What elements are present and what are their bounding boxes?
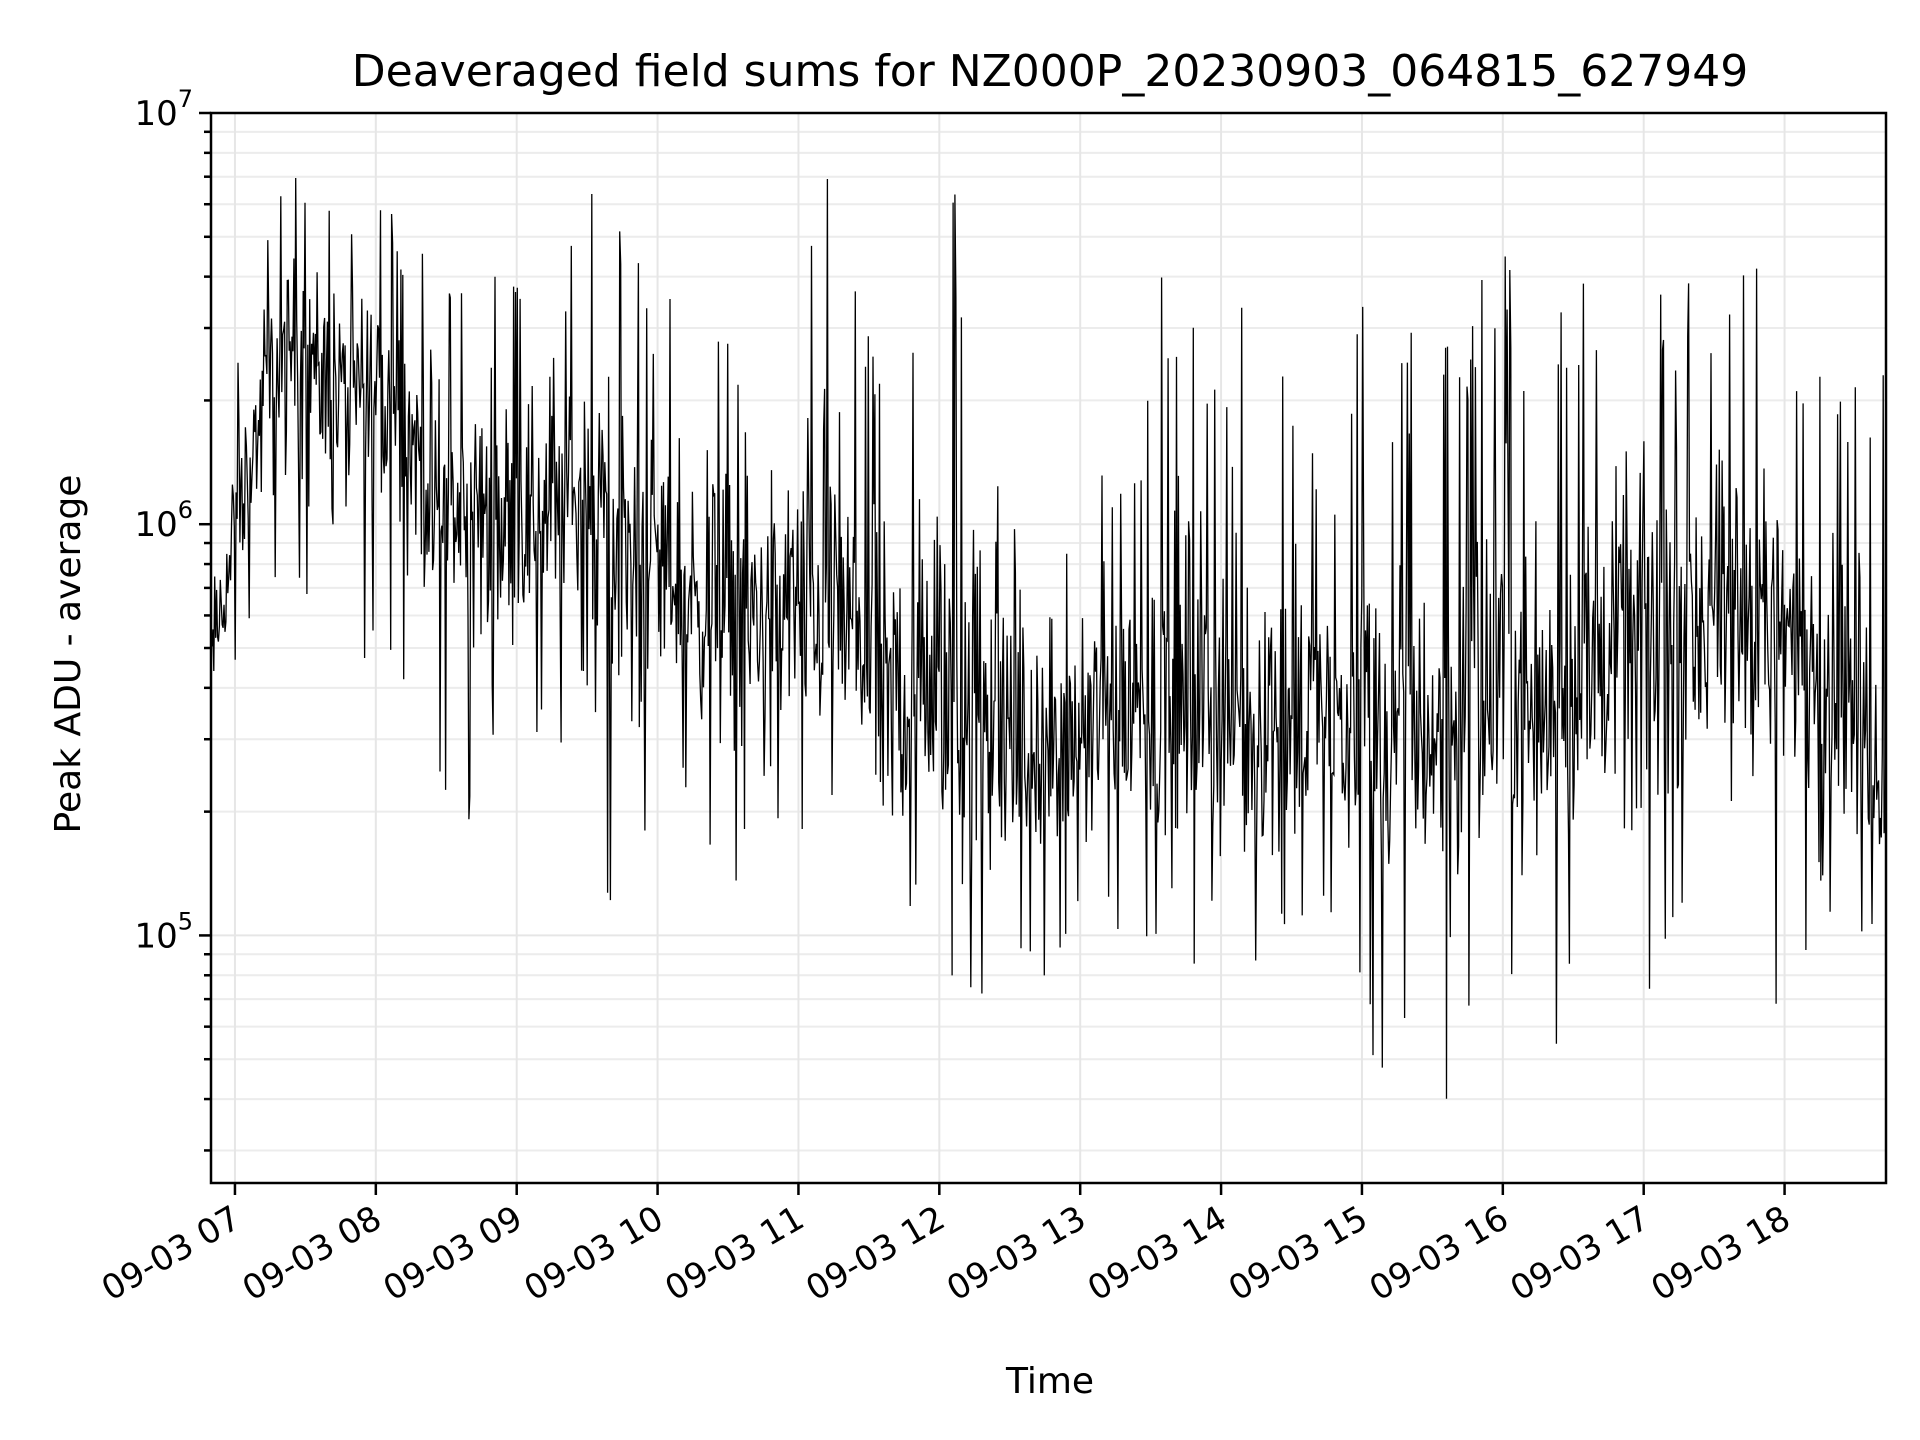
x-tick-label: 09-03 15 [1222, 1198, 1374, 1309]
y-tick-label: 105 [134, 907, 193, 956]
y-tick-label: 106 [134, 496, 193, 545]
y-tick-label: 107 [134, 85, 193, 134]
series-layer [210, 177, 1887, 1099]
x-tick-label: 09-03 10 [518, 1198, 670, 1309]
x-tick-label: 09-03 18 [1645, 1198, 1797, 1309]
x-tick-label: 09-03 08 [236, 1198, 388, 1309]
y-axis: 105 106 107 [134, 85, 211, 1152]
x-tick-label: 09-03 16 [1363, 1198, 1515, 1309]
x-tick-label: 09-03 14 [1081, 1198, 1233, 1309]
x-axis-label: Time [1005, 1361, 1094, 1402]
x-tick-label: 09-03 12 [799, 1198, 951, 1309]
chart-title: Deaveraged field sums for NZ000P_2023090… [352, 46, 1748, 97]
grid-lines [211, 112, 1886, 1183]
series-line [210, 177, 1887, 1099]
x-tick-label: 09-03 13 [940, 1198, 1092, 1309]
x-tick-label: 09-03 07 [95, 1198, 247, 1309]
y-axis-label: Peak ADU - average [48, 475, 89, 834]
x-tick-label: 09-03 11 [659, 1198, 811, 1309]
x-tick-label: 09-03 17 [1504, 1198, 1656, 1309]
x-tick-label: 09-03 09 [377, 1198, 529, 1309]
